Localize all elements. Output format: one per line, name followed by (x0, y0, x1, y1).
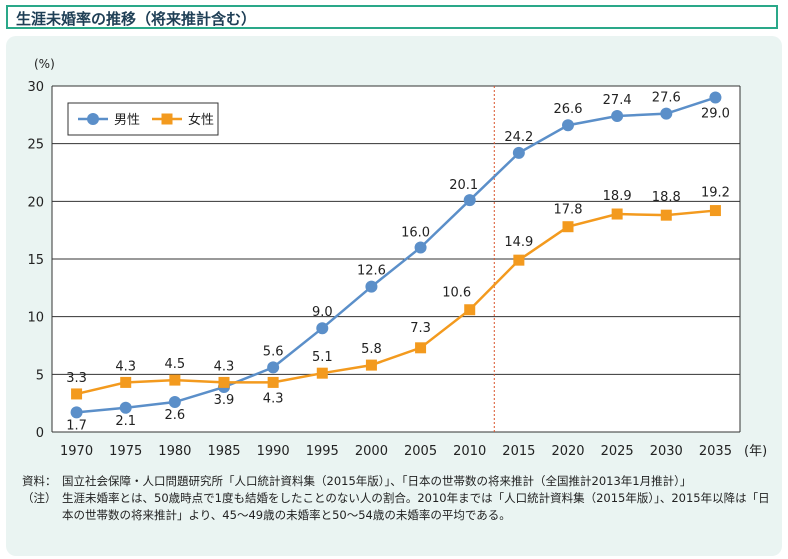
legend-marker-female (161, 113, 173, 125)
x-tick-label: 1985 (207, 444, 240, 459)
data-point-male (168, 396, 181, 409)
data-point-female (267, 376, 279, 388)
data-label-female: 14.9 (504, 235, 533, 250)
data-point-male (365, 280, 378, 293)
data-label-male: 29.0 (701, 107, 730, 122)
x-tick-label: 2020 (551, 444, 584, 459)
data-point-male (119, 401, 132, 414)
source-text: 国立社会保障・人口問題研究所「人口統計資料集（2015年版）」、「日本の世帯数の… (62, 474, 692, 488)
x-tick-label: 2025 (601, 444, 634, 459)
data-point-male (70, 406, 83, 419)
data-label-male: 20.1 (449, 178, 478, 193)
data-label-male: 2.1 (115, 414, 136, 429)
page-title: 生涯未婚率の推移（将来推計含む） (16, 10, 257, 28)
data-point-female (415, 342, 427, 354)
data-label-female: 4.3 (115, 359, 136, 374)
data-label-male: 5.6 (263, 344, 284, 359)
y-tick-label: 10 (27, 311, 44, 326)
legend-marker-male (87, 113, 99, 125)
title-box: 生涯未婚率の推移（将来推計含む） (6, 5, 778, 29)
data-label-female: 4.3 (263, 391, 284, 406)
y-unit-label: (%) (34, 57, 55, 71)
legend-label-male: 男性 (114, 113, 140, 128)
x-tick-label: 2005 (404, 444, 437, 459)
data-point-female (218, 376, 230, 388)
data-label-female: 3.3 (66, 371, 87, 386)
data-label-male: 26.6 (554, 102, 583, 117)
x-tick-label: 1980 (158, 444, 191, 459)
data-point-female (464, 304, 476, 316)
y-tick-label: 5 (36, 368, 44, 383)
y-tick-label: 30 (27, 80, 44, 95)
series-line-male (76, 96, 716, 414)
data-point-female (709, 205, 721, 217)
data-point-female (71, 388, 83, 400)
data-point-female (365, 359, 377, 371)
footnote-label: （注） (22, 491, 57, 505)
data-label-male: 1.7 (66, 418, 87, 433)
legend-label-female: 女性 (188, 112, 214, 128)
y-tick-label: 20 (27, 195, 44, 210)
data-point-male (660, 107, 673, 120)
x-tick-label: 2015 (502, 444, 535, 459)
source-label: 資料： (22, 474, 57, 488)
data-label-female: 5.8 (361, 342, 382, 357)
y-tick-label: 0 (36, 426, 44, 441)
data-label-female: 4.5 (165, 357, 186, 372)
data-label-male: 2.6 (165, 408, 186, 423)
data-label-female: 4.3 (214, 359, 235, 374)
data-label-female: 10.6 (442, 286, 471, 301)
data-point-female (316, 367, 328, 379)
data-point-female (513, 254, 525, 266)
data-label-female: 5.1 (312, 350, 333, 365)
data-point-male (611, 109, 624, 122)
data-label-male: 27.4 (603, 93, 632, 108)
data-label-male: 27.6 (652, 91, 681, 106)
data-point-female (120, 376, 132, 388)
footnote: （注） 生涯未婚率とは、50歳時点で1度も結婚をしたことのない人の割合。2010… (22, 490, 774, 524)
x-unit-label: (年) (744, 444, 767, 459)
x-tick-label: 1990 (257, 444, 290, 459)
data-point-female (562, 221, 574, 233)
data-label-male: 12.6 (357, 264, 386, 279)
data-label-male: 16.0 (401, 225, 430, 240)
x-tick-label: 1970 (60, 444, 93, 459)
series-line-female (76, 209, 716, 396)
source-note: 資料： 国立社会保障・人口問題研究所「人口統計資料集（2015年版）」、「日本の… (22, 473, 774, 490)
y-tick-label: 15 (27, 253, 44, 268)
data-point-male (512, 146, 525, 159)
data-point-female (169, 374, 181, 386)
data-point-male (562, 119, 574, 132)
y-tick-label: 25 (27, 138, 44, 153)
data-point-male (463, 194, 476, 207)
x-tick-label: 2030 (650, 444, 683, 459)
data-point-male (709, 91, 722, 104)
x-tick-label: 2000 (355, 444, 388, 459)
data-point-male (267, 361, 280, 374)
data-label-female: 18.8 (652, 190, 681, 205)
x-tick-label: 1995 (306, 444, 339, 459)
footnote-text: 生涯未婚率とは、50歳時点で1度も結婚をしたことのない人の割合。2010年までは… (62, 491, 770, 522)
data-label-male: 3.9 (214, 393, 235, 408)
data-point-female (660, 209, 672, 221)
data-point-male (414, 241, 427, 254)
data-label-female: 17.8 (554, 203, 583, 218)
data-label-male: 9.0 (312, 305, 333, 320)
data-point-female (611, 208, 623, 220)
x-tick-label: 2035 (699, 444, 732, 459)
data-label-female: 19.2 (701, 186, 730, 201)
x-tick-label: 1975 (109, 444, 142, 459)
data-label-female: 7.3 (410, 321, 431, 336)
chart-notes: 資料： 国立社会保障・人口問題研究所「人口統計資料集（2015年版）」、「日本の… (22, 473, 774, 524)
data-point-male (316, 322, 329, 335)
x-tick-label: 2010 (453, 444, 486, 459)
data-label-female: 18.9 (603, 189, 632, 204)
data-label-male: 24.2 (504, 130, 533, 145)
